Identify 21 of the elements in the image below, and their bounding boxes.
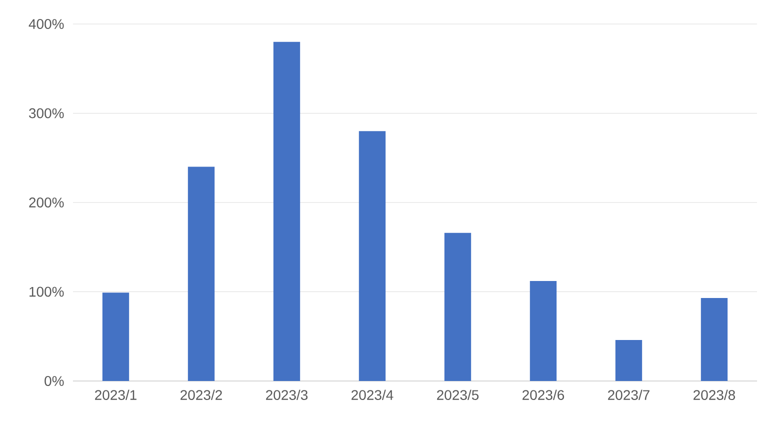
x-tick-label: 2023/6 [522, 390, 564, 400]
bar [700, 298, 728, 381]
bar [188, 166, 215, 381]
bar [444, 232, 472, 381]
bar [102, 292, 130, 381]
y-tick-label: 200% [29, 198, 64, 208]
y-tick-label: 400% [28, 19, 64, 29]
x-tick-label: 2023/5 [437, 390, 479, 400]
x-tick-label: 2023/8 [694, 390, 736, 400]
x-tick-label: 2023/1 [95, 390, 136, 400]
y-tick-label: 0% [44, 376, 64, 386]
y-tick-label: 300% [29, 108, 64, 118]
x-tick-label: 2023/3 [266, 390, 308, 400]
x-tick-label: 2023/7 [608, 390, 650, 400]
bar [530, 281, 557, 381]
x-tick-label: 2023/4 [352, 390, 394, 400]
bar [273, 42, 300, 381]
bar [358, 131, 386, 381]
bar [615, 340, 642, 381]
y-tick-label: 100% [30, 286, 64, 297]
x-tick-label: 2023/2 [180, 390, 222, 400]
